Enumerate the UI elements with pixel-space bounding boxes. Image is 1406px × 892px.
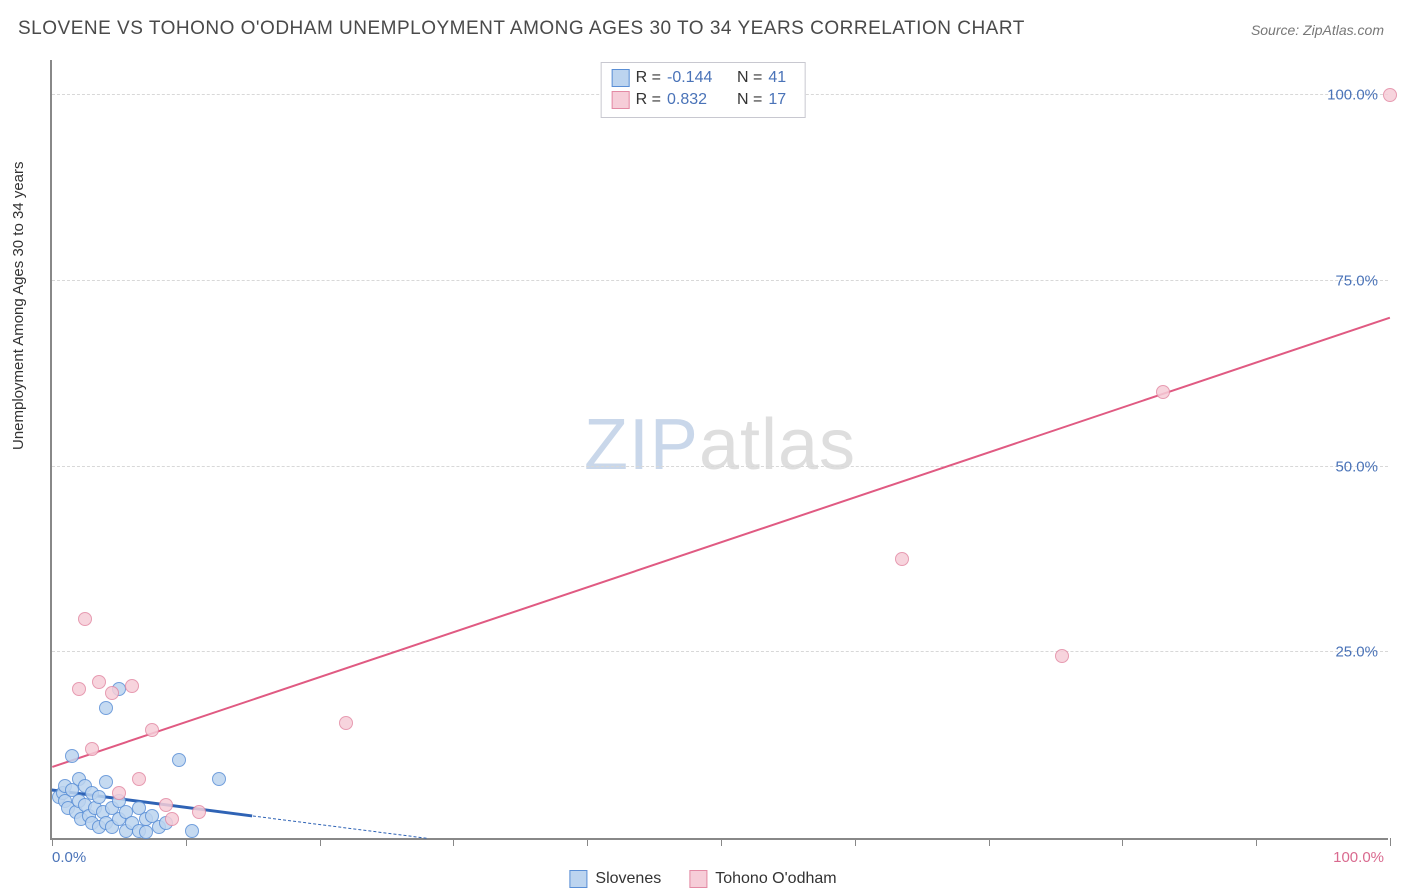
data-point — [139, 825, 153, 839]
legend-swatch — [612, 91, 630, 109]
data-point — [192, 805, 206, 819]
x-tick — [1256, 838, 1257, 846]
data-point — [165, 812, 179, 826]
legend-swatch — [689, 870, 707, 888]
data-point — [172, 753, 186, 767]
y-tick-label: 25.0% — [1335, 644, 1378, 661]
data-point — [65, 749, 79, 763]
x-tick — [320, 838, 321, 846]
data-point — [92, 675, 106, 689]
data-point — [132, 772, 146, 786]
y-tick-label: 50.0% — [1335, 458, 1378, 475]
correlation-legend-row: R = -0.144 N = 41 — [612, 67, 795, 89]
source-attribution: Source: ZipAtlas.com — [1251, 22, 1384, 38]
data-point — [185, 824, 199, 838]
chart-page: SLOVENE VS TOHONO O'ODHAM UNEMPLOYMENT A… — [0, 0, 1406, 892]
x-tick — [453, 838, 454, 846]
n-label: N = — [737, 69, 762, 87]
series-legend-label: Tohono O'odham — [715, 870, 836, 888]
y-axis-label: Unemployment Among Ages 30 to 34 years — [10, 161, 27, 450]
data-point — [1156, 385, 1170, 399]
series-legend-item: Slovenes — [569, 870, 661, 888]
data-point — [92, 790, 106, 804]
r-label: R = — [636, 91, 661, 109]
data-point — [99, 775, 113, 789]
x-tick — [989, 838, 990, 846]
watermark-zip: ZIP — [584, 405, 699, 485]
watermark-atlas: atlas — [699, 405, 856, 485]
trend-line — [52, 317, 1391, 768]
n-value: 41 — [768, 69, 794, 87]
watermark: ZIPatlas — [584, 404, 856, 486]
correlation-legend-row: R = 0.832 N = 17 — [612, 89, 795, 111]
y-tick-label: 75.0% — [1335, 272, 1378, 289]
n-label: N = — [737, 91, 762, 109]
x-tick — [1122, 838, 1123, 846]
x-tick — [52, 838, 53, 846]
series-legend: Slovenes Tohono O'odham — [569, 870, 836, 888]
x-tick-label-min: 0.0% — [52, 849, 86, 866]
series-legend-label: Slovenes — [595, 870, 661, 888]
data-point — [105, 686, 119, 700]
data-point — [159, 798, 173, 812]
data-point — [145, 723, 159, 737]
legend-swatch — [569, 870, 587, 888]
data-point — [85, 742, 99, 756]
data-point — [1383, 88, 1397, 102]
data-point — [72, 682, 86, 696]
x-tick-label-max: 100.0% — [1333, 849, 1384, 866]
data-point — [212, 772, 226, 786]
plot-area: ZIPatlas 25.0%50.0%75.0%100.0%0.0%100.0% — [50, 60, 1388, 840]
gridline-horizontal — [52, 466, 1388, 467]
y-tick-label: 100.0% — [1327, 87, 1378, 104]
data-point — [125, 679, 139, 693]
data-point — [339, 716, 353, 730]
correlation-legend: R = -0.144 N = 41 R = 0.832 N = 17 — [601, 62, 806, 118]
chart-title: SLOVENE VS TOHONO O'ODHAM UNEMPLOYMENT A… — [18, 18, 1025, 40]
data-point — [112, 786, 126, 800]
x-tick — [721, 838, 722, 846]
data-point — [78, 612, 92, 626]
r-label: R = — [636, 69, 661, 87]
x-tick — [186, 838, 187, 846]
legend-swatch — [612, 69, 630, 87]
r-value: 0.832 — [667, 91, 725, 109]
x-tick — [855, 838, 856, 846]
x-tick — [587, 838, 588, 846]
trend-line — [253, 815, 427, 838]
data-point — [1055, 649, 1069, 663]
data-point — [99, 701, 113, 715]
gridline-horizontal — [52, 651, 1388, 652]
series-legend-item: Tohono O'odham — [689, 870, 836, 888]
x-tick — [1390, 838, 1391, 846]
gridline-horizontal — [52, 280, 1388, 281]
n-value: 17 — [768, 91, 794, 109]
data-point — [895, 552, 909, 566]
r-value: -0.144 — [667, 69, 725, 87]
